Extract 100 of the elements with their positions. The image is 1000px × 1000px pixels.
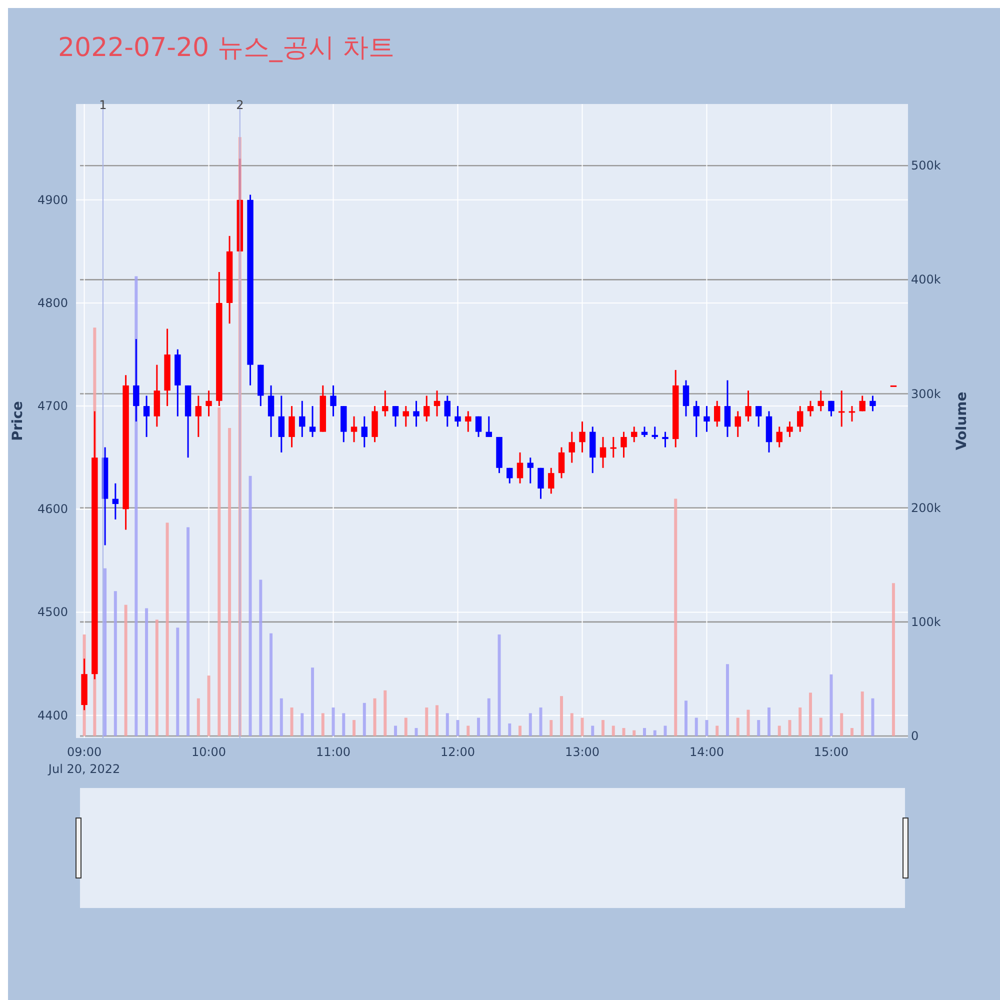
x-tick-label: 15:00: [814, 745, 849, 759]
y2-tick-label: 500k: [911, 158, 941, 173]
candlestick: [434, 390, 440, 418]
bar: [767, 707, 770, 736]
bar: [124, 604, 128, 736]
bar: [570, 713, 574, 736]
candlestick: [195, 394, 202, 438]
bar: [145, 608, 148, 736]
candlestick: [527, 456, 534, 484]
candlestick: [734, 410, 741, 438]
candlestick: [682, 380, 690, 418]
candlestick: [402, 405, 410, 428]
bar: [612, 726, 615, 736]
bar: [528, 713, 532, 736]
bar: [726, 664, 729, 736]
bar: [270, 633, 273, 736]
bar: [456, 720, 460, 736]
bar: [591, 726, 594, 736]
bar: [394, 726, 398, 736]
bar: [207, 676, 210, 736]
candlestick: [486, 416, 492, 438]
y-tick-label: 4900: [37, 192, 68, 207]
candlestick: [392, 405, 399, 428]
bar: [860, 692, 864, 736]
y-tick-label: 4400: [37, 708, 68, 722]
y-axis-title: Price: [10, 401, 26, 441]
x-tick-label: 14:00: [689, 745, 724, 759]
bar: [694, 718, 698, 736]
bar: [757, 720, 760, 736]
bar: [632, 730, 636, 736]
bar: [104, 568, 107, 736]
bar: [196, 698, 200, 736]
candlestick: [454, 405, 461, 428]
candlestick: [652, 426, 658, 440]
candlestick: [641, 426, 648, 438]
bar: [446, 713, 449, 736]
bar: [550, 720, 553, 736]
candlestick: [818, 390, 824, 412]
bar: [342, 713, 346, 736]
candlestick: [704, 405, 710, 433]
candlestick: [600, 436, 606, 469]
bar: [373, 698, 376, 736]
bar: [218, 407, 221, 736]
bar: [840, 713, 844, 736]
y2-tick-label: 200k: [911, 500, 941, 515]
candlestick: [133, 338, 140, 422]
bar: [705, 720, 708, 736]
bar: [819, 718, 822, 736]
y2-tick-label: 400k: [911, 272, 941, 287]
bar: [518, 726, 522, 736]
candlestick: [330, 384, 336, 418]
bar: [508, 723, 512, 736]
bar: [384, 690, 387, 736]
ref-line-label: 1: [99, 98, 107, 112]
bar: [539, 707, 542, 736]
y-tick-label: 4600: [37, 502, 68, 516]
y-tick-label: 4800: [37, 296, 68, 310]
candlestick: [859, 394, 866, 412]
bar: [425, 707, 428, 736]
bar: [850, 728, 854, 736]
bar: [404, 718, 408, 736]
bar: [259, 580, 262, 736]
candlestick: [662, 431, 668, 448]
candlestick: [299, 400, 306, 438]
bar: [248, 476, 252, 736]
bar: [622, 728, 626, 736]
candlestick: [807, 400, 814, 418]
bar: [362, 702, 366, 736]
bar: [736, 718, 740, 736]
candlestick: [714, 400, 720, 428]
candlestick: [206, 390, 212, 418]
bar: [498, 634, 501, 736]
bar: [830, 674, 833, 736]
bar: [580, 718, 584, 736]
candlestick: [828, 400, 834, 418]
bar: [746, 710, 750, 736]
bar: [352, 720, 356, 736]
x-tick-label: 13:00: [564, 745, 600, 759]
y2-axis-title: Volume: [954, 392, 970, 450]
bar: [487, 698, 490, 736]
bar: [892, 583, 895, 736]
candlestick: [350, 416, 358, 443]
candlestick: [838, 390, 845, 428]
candlestick: [516, 452, 524, 484]
bar: [290, 707, 294, 736]
candlestick: [444, 394, 451, 428]
bar: [300, 713, 304, 736]
candlestick: [382, 390, 388, 418]
bar: [716, 726, 719, 736]
bar: [332, 707, 335, 736]
bar: [436, 705, 439, 736]
bar: [788, 720, 792, 736]
candlestick: [309, 405, 316, 438]
bar: [778, 726, 781, 736]
y-tick-label: 4500: [37, 605, 68, 620]
candlestick: [143, 394, 150, 438]
y2-tick-label: 300k: [911, 386, 941, 401]
bar: [808, 692, 812, 736]
bar: [114, 591, 117, 736]
candlestick: [693, 400, 700, 438]
